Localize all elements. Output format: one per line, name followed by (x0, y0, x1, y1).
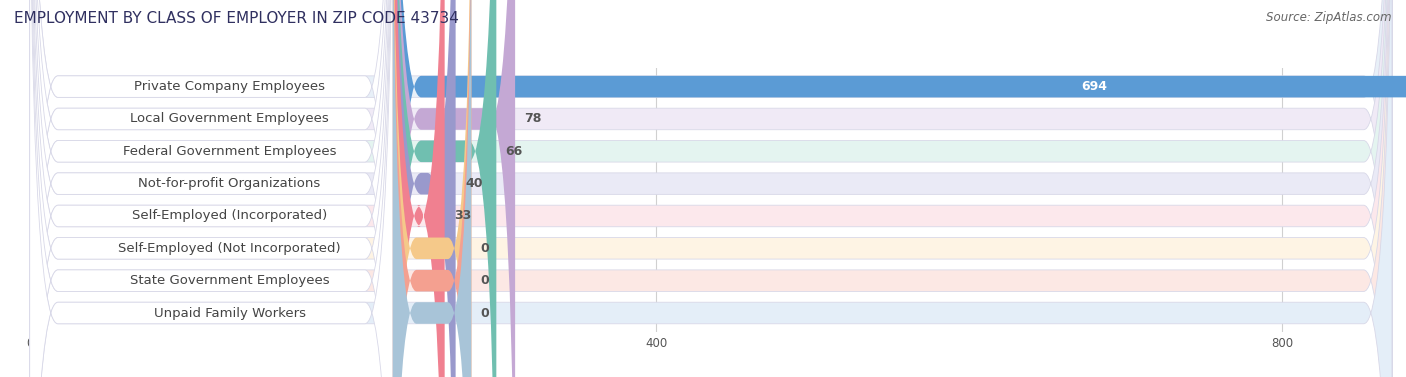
FancyBboxPatch shape (30, 0, 394, 377)
FancyBboxPatch shape (30, 0, 394, 377)
Text: EMPLOYMENT BY CLASS OF EMPLOYER IN ZIP CODE 43734: EMPLOYMENT BY CLASS OF EMPLOYER IN ZIP C… (14, 11, 458, 26)
FancyBboxPatch shape (30, 0, 1392, 377)
Text: 0: 0 (481, 274, 489, 287)
Text: 33: 33 (454, 210, 471, 222)
Text: Source: ZipAtlas.com: Source: ZipAtlas.com (1267, 11, 1392, 24)
FancyBboxPatch shape (30, 0, 1392, 377)
Text: State Government Employees: State Government Employees (129, 274, 329, 287)
Text: 0: 0 (481, 307, 489, 319)
FancyBboxPatch shape (392, 0, 444, 377)
FancyBboxPatch shape (30, 0, 394, 377)
Text: Private Company Employees: Private Company Employees (134, 80, 325, 93)
FancyBboxPatch shape (392, 0, 456, 377)
FancyBboxPatch shape (30, 0, 394, 377)
FancyBboxPatch shape (30, 0, 1392, 377)
Text: Not-for-profit Organizations: Not-for-profit Organizations (138, 177, 321, 190)
Text: 0: 0 (481, 242, 489, 255)
FancyBboxPatch shape (392, 0, 471, 377)
FancyBboxPatch shape (30, 0, 394, 377)
FancyBboxPatch shape (392, 0, 1406, 377)
Text: Unpaid Family Workers: Unpaid Family Workers (153, 307, 305, 319)
FancyBboxPatch shape (30, 0, 1392, 377)
FancyBboxPatch shape (30, 0, 1392, 377)
FancyBboxPatch shape (30, 0, 1392, 377)
Text: 694: 694 (1081, 80, 1107, 93)
FancyBboxPatch shape (392, 0, 515, 377)
Text: 40: 40 (465, 177, 482, 190)
FancyBboxPatch shape (30, 0, 1392, 377)
Text: 78: 78 (524, 112, 541, 126)
FancyBboxPatch shape (30, 0, 1392, 377)
FancyBboxPatch shape (30, 0, 394, 377)
FancyBboxPatch shape (30, 0, 394, 377)
Text: Self-Employed (Not Incorporated): Self-Employed (Not Incorporated) (118, 242, 340, 255)
FancyBboxPatch shape (392, 0, 471, 377)
Text: Self-Employed (Incorporated): Self-Employed (Incorporated) (132, 210, 328, 222)
Text: 66: 66 (506, 145, 523, 158)
Text: Local Government Employees: Local Government Employees (131, 112, 329, 126)
FancyBboxPatch shape (30, 0, 394, 377)
FancyBboxPatch shape (392, 0, 471, 377)
Text: Federal Government Employees: Federal Government Employees (122, 145, 336, 158)
FancyBboxPatch shape (392, 0, 496, 377)
